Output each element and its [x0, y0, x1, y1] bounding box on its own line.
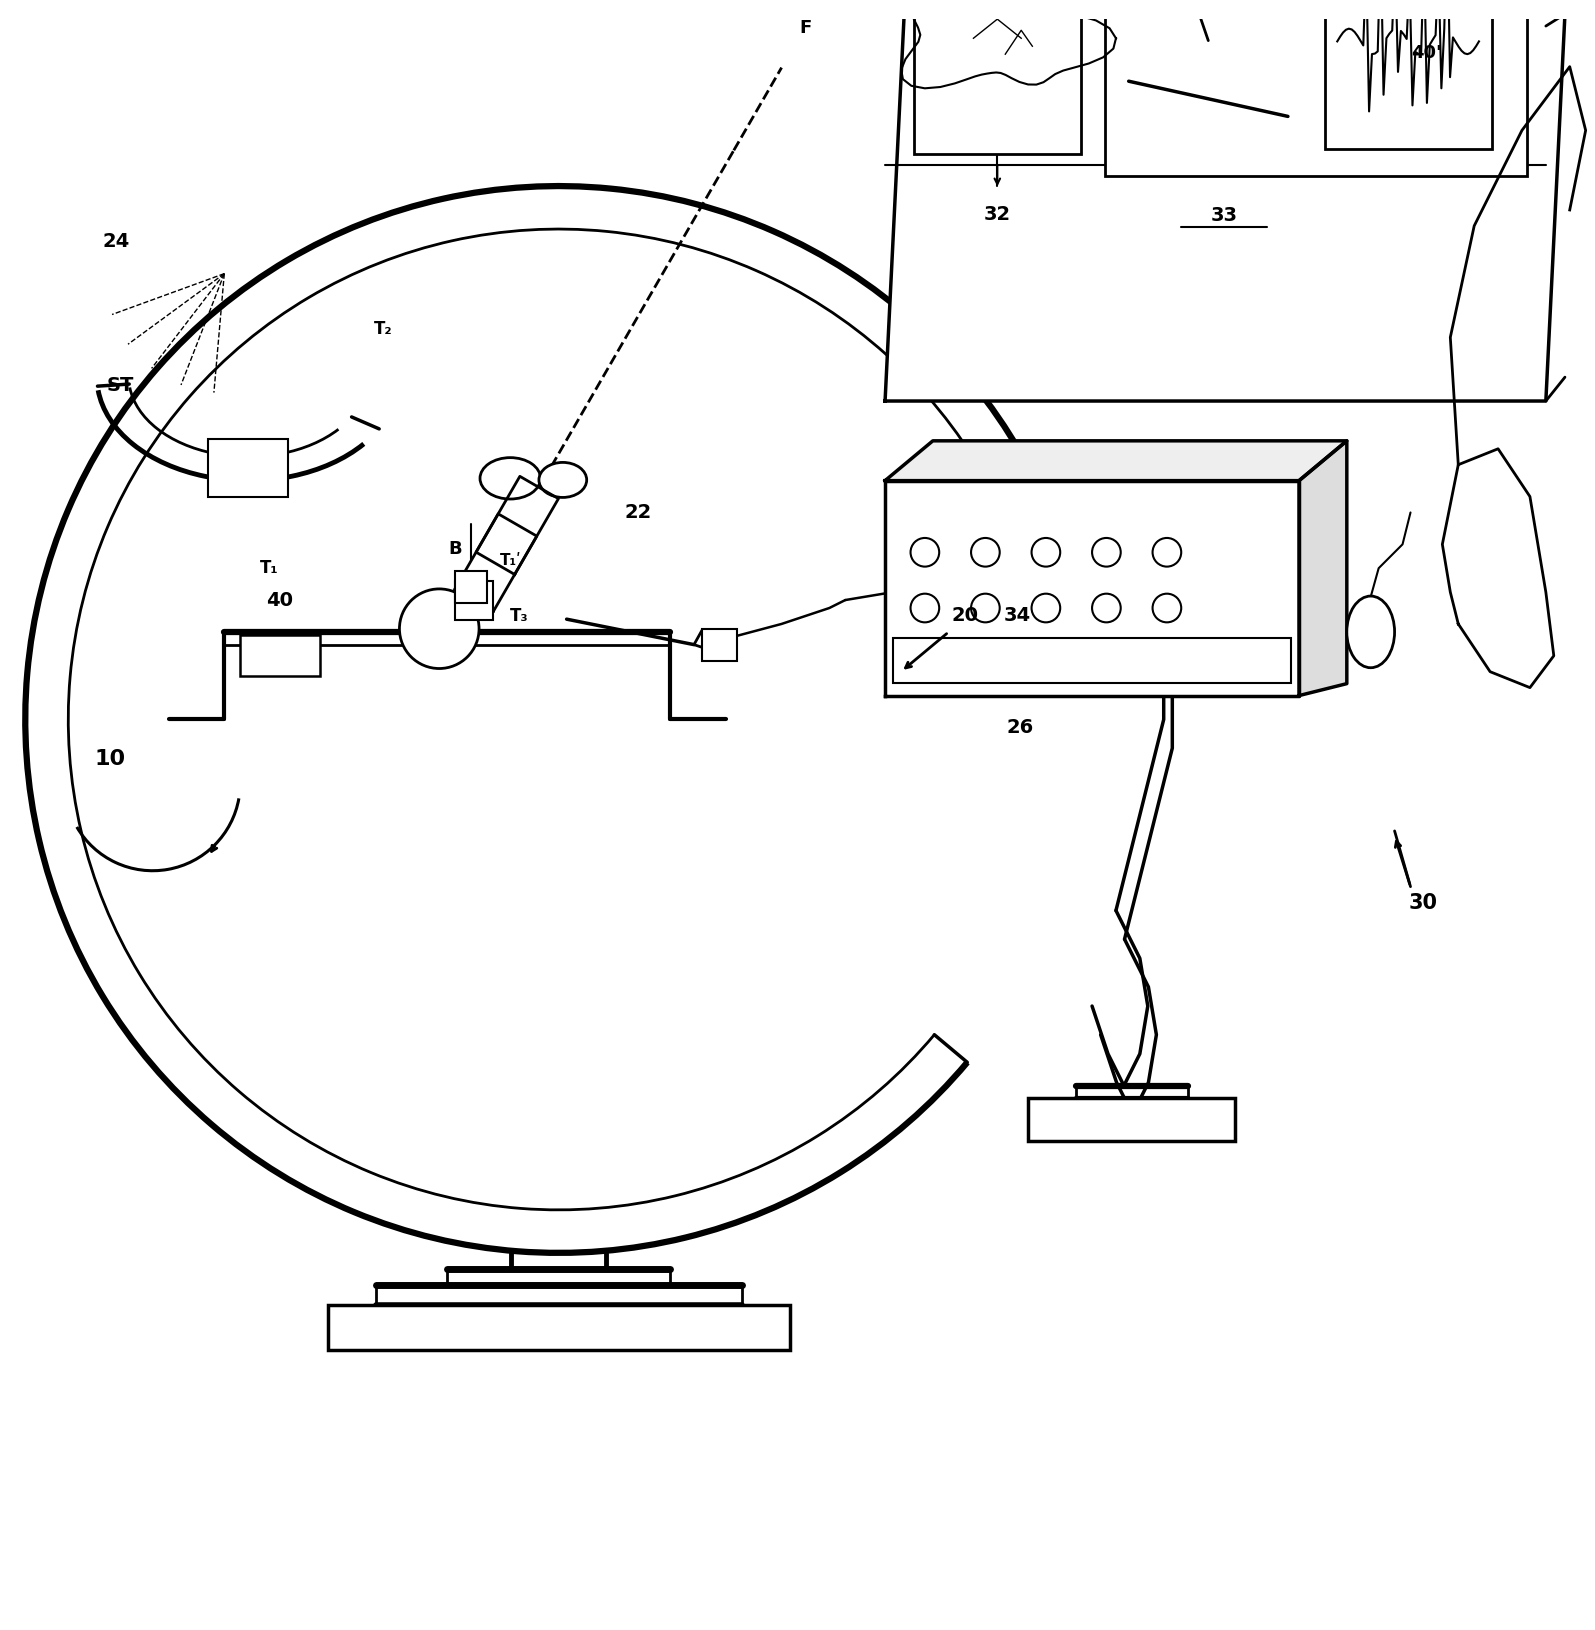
Text: ST: ST	[107, 375, 134, 394]
Bar	[1029, 1099, 1236, 1141]
Text: 32: 32	[984, 205, 1011, 225]
Circle shape	[1153, 538, 1182, 567]
Polygon shape	[885, 481, 1298, 696]
Text: T₁ʹ: T₁ʹ	[499, 553, 522, 567]
Text: 10: 10	[94, 750, 126, 769]
Ellipse shape	[539, 463, 587, 497]
Text: 30: 30	[1408, 893, 1437, 913]
Circle shape	[399, 588, 478, 668]
Circle shape	[971, 538, 1000, 567]
Text: 33: 33	[1211, 207, 1238, 225]
Text: 20: 20	[951, 606, 978, 626]
Polygon shape	[1442, 448, 1554, 688]
Text: 34: 34	[1003, 606, 1030, 626]
Polygon shape	[475, 476, 558, 574]
Circle shape	[911, 593, 939, 623]
Circle shape	[911, 538, 939, 567]
Bar	[702, 629, 737, 660]
Text: 26: 26	[1006, 717, 1034, 737]
Circle shape	[971, 593, 1000, 623]
Text: 24: 24	[102, 233, 129, 251]
Polygon shape	[885, 440, 1346, 481]
Bar	[914, 0, 1081, 155]
Bar	[455, 582, 493, 619]
Bar	[241, 636, 321, 676]
Text: B: B	[448, 540, 463, 557]
Circle shape	[1032, 593, 1061, 623]
Bar	[1324, 0, 1491, 148]
Text: 22: 22	[625, 504, 652, 522]
Polygon shape	[455, 513, 538, 611]
Ellipse shape	[1346, 597, 1394, 668]
Polygon shape	[1298, 440, 1346, 696]
Ellipse shape	[480, 458, 541, 499]
Bar	[329, 1306, 790, 1350]
Circle shape	[1153, 593, 1182, 623]
Text: T₂: T₂	[375, 321, 392, 339]
Text: 40': 40'	[1412, 44, 1442, 62]
Text: T₃: T₃	[509, 606, 528, 624]
Text: T₁: T₁	[260, 559, 278, 577]
Bar	[893, 639, 1290, 683]
Circle shape	[1093, 538, 1121, 567]
Text: 40: 40	[266, 590, 293, 610]
Bar	[455, 572, 486, 603]
Polygon shape	[885, 15, 1565, 401]
Circle shape	[1093, 593, 1121, 623]
Bar	[1105, 0, 1526, 176]
Circle shape	[1032, 538, 1061, 567]
Bar	[209, 438, 289, 497]
Text: F: F	[799, 20, 812, 37]
